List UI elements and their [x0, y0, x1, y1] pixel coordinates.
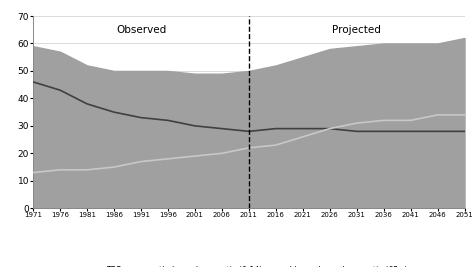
Legend: TDR, youth dependency ratio (0-14), old age dependency ratio (65+): TDR, youth dependency ratio (0-14), old … — [90, 266, 408, 267]
Text: Projected: Projected — [332, 25, 381, 35]
Text: Observed: Observed — [116, 25, 166, 35]
